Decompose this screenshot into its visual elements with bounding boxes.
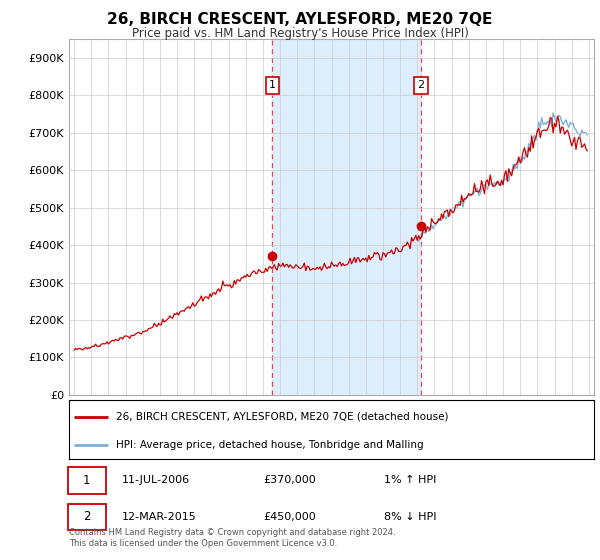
Text: 1: 1 bbox=[83, 474, 91, 487]
Text: Contains HM Land Registry data © Crown copyright and database right 2024.
This d: Contains HM Land Registry data © Crown c… bbox=[69, 528, 395, 548]
Text: 8% ↓ HPI: 8% ↓ HPI bbox=[384, 512, 437, 522]
Text: 2: 2 bbox=[417, 81, 424, 90]
Text: 12-MAR-2015: 12-MAR-2015 bbox=[121, 512, 196, 522]
Text: 26, BIRCH CRESCENT, AYLESFORD, ME20 7QE: 26, BIRCH CRESCENT, AYLESFORD, ME20 7QE bbox=[107, 12, 493, 27]
Text: 11-JUL-2006: 11-JUL-2006 bbox=[121, 475, 190, 486]
Text: 2: 2 bbox=[83, 510, 91, 524]
FancyBboxPatch shape bbox=[68, 467, 106, 494]
Bar bbox=[272, 39, 421, 395]
Text: 1% ↑ HPI: 1% ↑ HPI bbox=[384, 475, 436, 486]
Text: HPI: Average price, detached house, Tonbridge and Malling: HPI: Average price, detached house, Tonb… bbox=[116, 440, 424, 450]
Text: 1: 1 bbox=[269, 81, 275, 90]
Text: £450,000: £450,000 bbox=[263, 512, 316, 522]
Text: Price paid vs. HM Land Registry's House Price Index (HPI): Price paid vs. HM Land Registry's House … bbox=[131, 27, 469, 40]
Text: £370,000: £370,000 bbox=[263, 475, 316, 486]
FancyBboxPatch shape bbox=[68, 503, 106, 530]
Text: 26, BIRCH CRESCENT, AYLESFORD, ME20 7QE (detached house): 26, BIRCH CRESCENT, AYLESFORD, ME20 7QE … bbox=[116, 412, 449, 422]
